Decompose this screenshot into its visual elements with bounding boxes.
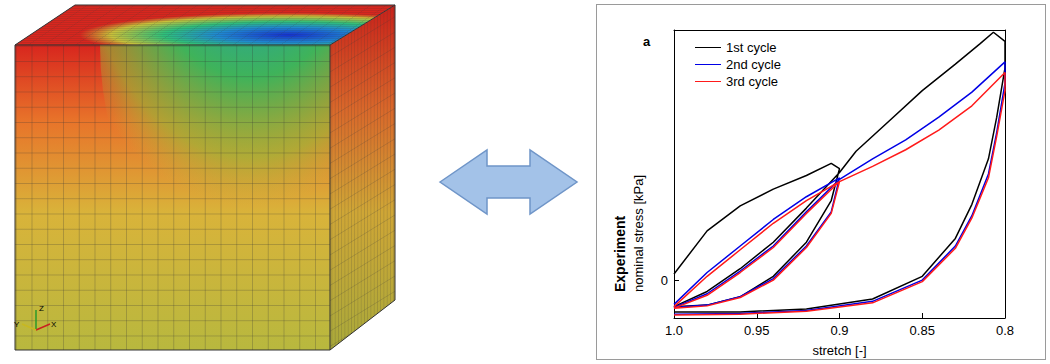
- svg-text:0: 0: [661, 273, 668, 288]
- svg-text:0.85: 0.85: [910, 323, 935, 338]
- svg-text:1st cycle: 1st cycle: [726, 40, 777, 55]
- svg-text:0.9: 0.9: [830, 323, 848, 338]
- svg-text:a: a: [643, 34, 651, 49]
- svg-text:nominal stress [kPa]: nominal stress [kPa]: [631, 175, 646, 292]
- svg-text:Y: Y: [14, 320, 20, 329]
- svg-text:0.8: 0.8: [996, 323, 1014, 338]
- svg-text:Z: Z: [39, 304, 44, 313]
- svg-text:Experiment: Experiment: [612, 215, 628, 292]
- svg-text:2nd cycle: 2nd cycle: [726, 57, 781, 72]
- svg-text:0.95: 0.95: [744, 323, 769, 338]
- svg-text:stretch [-]: stretch [-]: [812, 343, 866, 358]
- svg-text:1.0: 1.0: [665, 323, 683, 338]
- svg-text:3rd cycle: 3rd cycle: [726, 74, 778, 89]
- svg-text:X: X: [51, 320, 57, 329]
